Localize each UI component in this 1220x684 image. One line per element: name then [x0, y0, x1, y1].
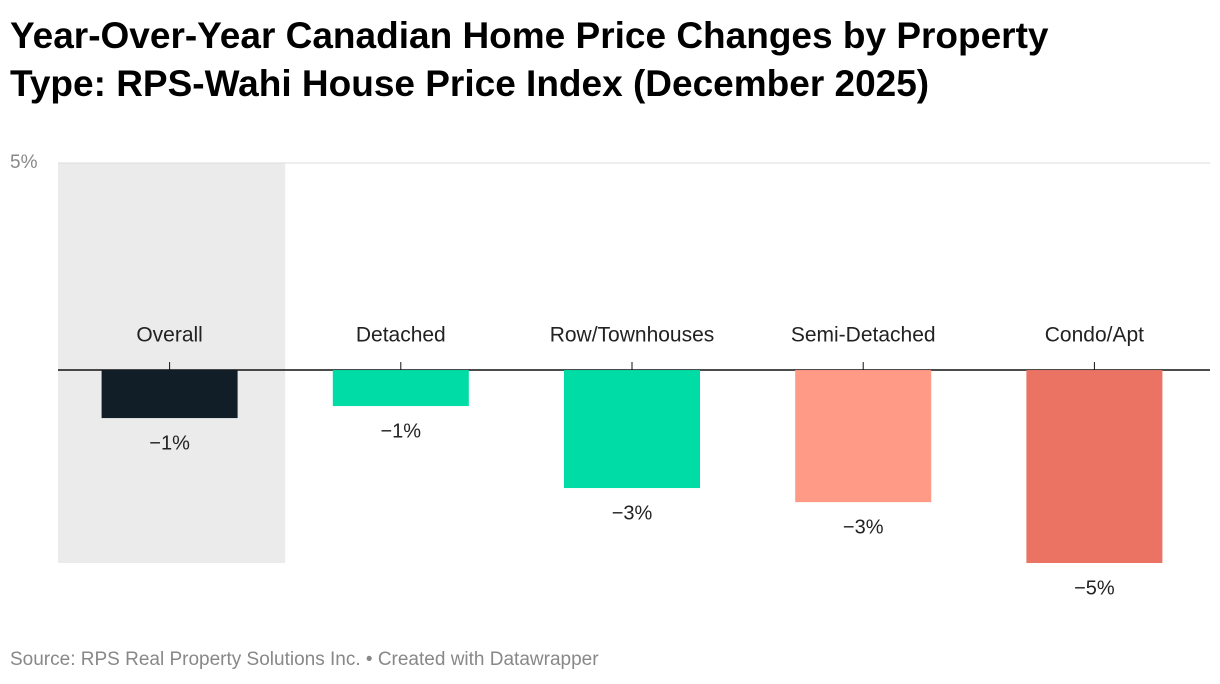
bar [564, 370, 700, 489]
value-label: −1% [149, 432, 190, 454]
x-tick-label: Condo/Apt [1045, 324, 1144, 347]
y-tick-label: 5% [10, 152, 38, 173]
bar [332, 370, 469, 407]
bar [101, 370, 238, 419]
chart-title: Year-Over-Year Canadian Home Price Chang… [10, 15, 1049, 56]
value-label: −5% [1074, 577, 1115, 599]
x-tick-label: Overall [136, 324, 203, 347]
source: Source: RPS Real Property Solutions Inc.… [10, 649, 599, 670]
value-label: −3% [843, 516, 884, 538]
value-label: −1% [381, 420, 422, 442]
highlight [58, 163, 286, 563]
value-label: −3% [612, 502, 653, 524]
chart-title: Type: RPS-Wahi House Price Index (Decemb… [10, 63, 929, 104]
x-tick-label: Detached [356, 324, 446, 347]
bar [795, 370, 932, 503]
bar [1026, 370, 1163, 563]
x-tick-label: Row/Townhouses [550, 324, 715, 347]
x-tick-label: Semi-Detached [791, 324, 936, 347]
